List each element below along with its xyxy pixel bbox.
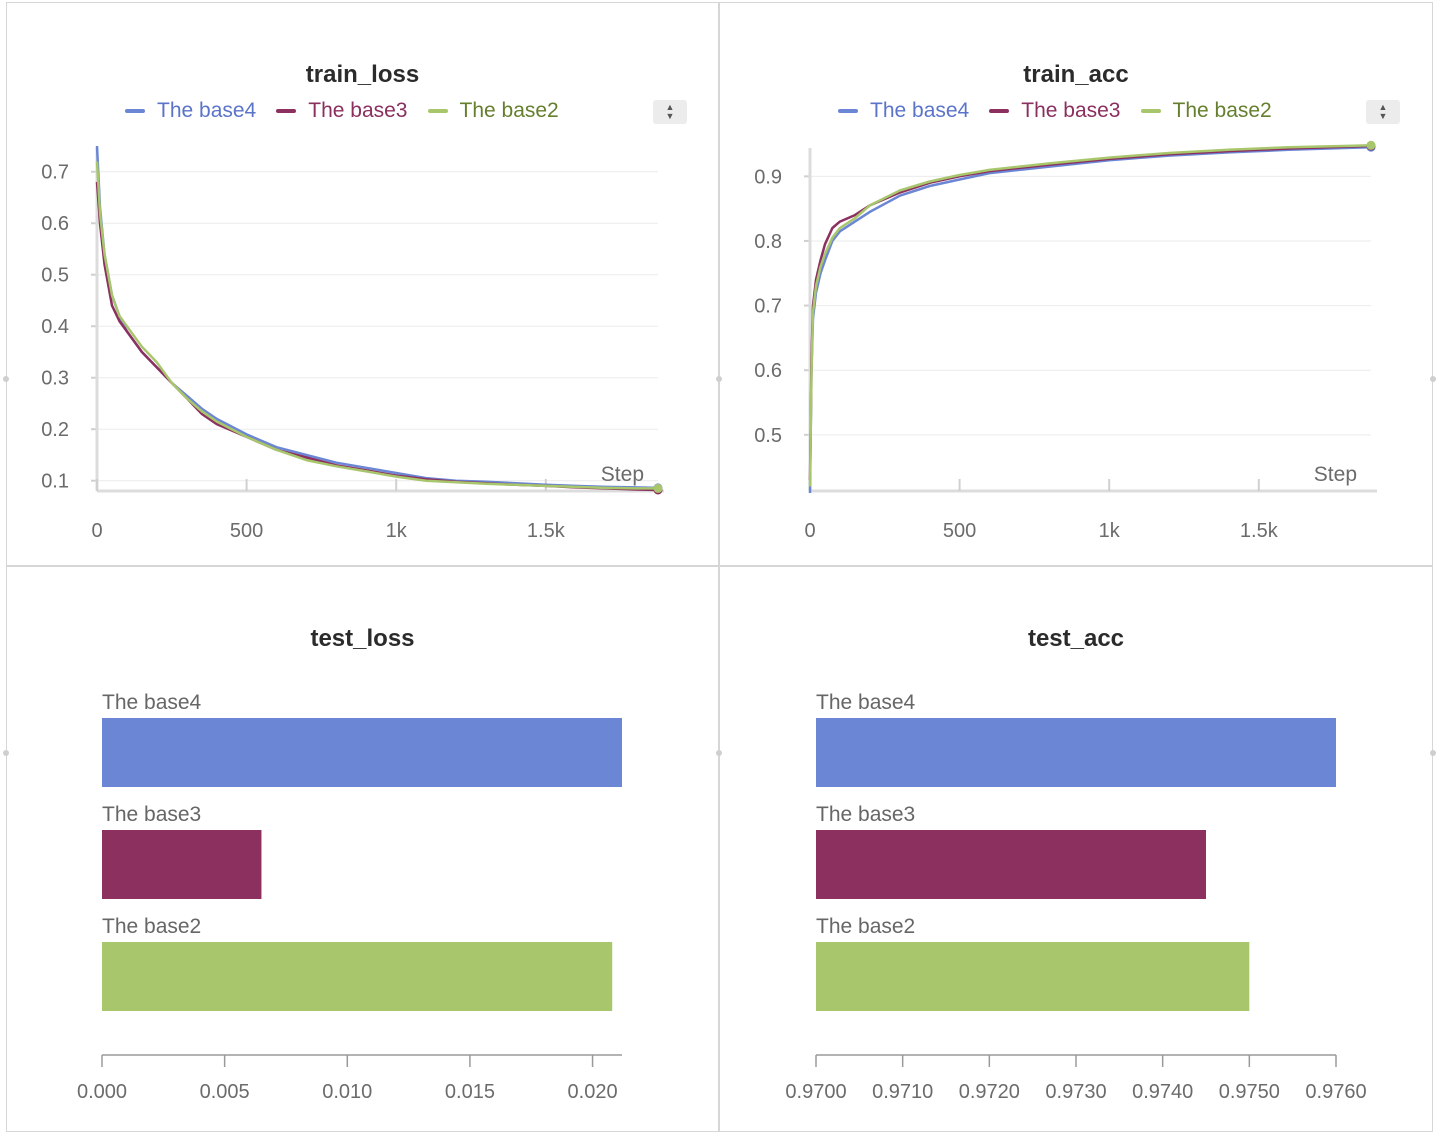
train-acc-panel: train_acc The base4 The base3 The base2 …: [719, 2, 1433, 566]
legend-swatch: [125, 109, 145, 113]
y-tick-label: 0.7: [41, 162, 69, 184]
chart-legend: The base4 The base3 The base2: [125, 99, 559, 123]
train-loss-panel: train_loss The base4 The base3 The base2…: [6, 2, 719, 566]
legend-swatch: [838, 109, 858, 113]
legend-swatch: [1140, 109, 1161, 113]
test-loss-panel: test_loss The base4 The base3 The base2 0.0…: [6, 566, 719, 1132]
x-tick-label: 0.020: [568, 1081, 618, 1103]
y-tick-label: 0.2: [41, 419, 69, 441]
bar-label: The base2: [816, 915, 915, 938]
sort-updown-icon[interactable]: ▲ ▼: [1366, 100, 1400, 124]
x-tick-label: 500: [230, 520, 263, 542]
x-tick-label: 0: [804, 520, 815, 542]
chart-title: test_acc: [1027, 625, 1125, 652]
series-line: [95, 181, 659, 492]
legend-label: The base4: [157, 99, 257, 122]
y-tick-label: 0.3: [41, 368, 69, 390]
resize-handle[interactable]: [3, 750, 9, 756]
bar: [102, 942, 613, 1011]
y-tick-label: 0.1: [41, 471, 69, 493]
y-tick-label: 0.6: [754, 360, 782, 382]
y-tick-label: 0.9: [754, 166, 782, 188]
chart-svg: 0.5 0.6 0.7 0.8 0.9 0 500 1k 1.5k Step: [754, 140, 1377, 542]
chart-svg: The base4 The base3 The base2 0.000 0.005 0.0…: [77, 691, 622, 1103]
x-tick-label: 1.5k: [1240, 520, 1279, 542]
x-tick-label: 0.010: [322, 1081, 372, 1103]
chart-title: train_acc: [1023, 61, 1129, 88]
legend-label: The base2: [1172, 99, 1272, 122]
y-tick-label: 0.7: [754, 296, 782, 318]
y-tick-label: 0.5: [41, 265, 69, 287]
legend-item-base3[interactable]: The base3: [989, 99, 1121, 123]
x-tick-label: 0: [91, 520, 102, 542]
bar: [102, 830, 262, 899]
series-line: [95, 145, 659, 490]
legend-swatch: [276, 109, 297, 113]
x-tick-label: 0.005: [200, 1081, 250, 1103]
chart-svg: The base4 The base3 The base2 0.9700 0.9710 0…: [785, 691, 1366, 1103]
bar: [816, 718, 1336, 787]
resize-handle[interactable]: [716, 750, 722, 756]
x-tick-label: 0.9700: [785, 1081, 846, 1103]
x-tick-label: 0.9760: [1305, 1081, 1366, 1103]
bar-label: The base3: [816, 803, 915, 826]
chart-svg: 0.1 0.2 0.3 0.4 0.5 0.6 0.7 0 500 1k 1.5k Step: [41, 145, 664, 542]
x-tick-label: 1.5k: [527, 520, 566, 542]
bar-label: The base4: [102, 691, 202, 714]
x-tick-label: 0.9740: [1132, 1081, 1193, 1103]
y-tick-label: 0.4: [41, 316, 69, 338]
legend-item-base3[interactable]: The base3: [276, 99, 408, 123]
y-tick-label: 0.6: [41, 213, 69, 235]
series-end-point: [1366, 140, 1376, 150]
x-axis-label: Step: [601, 463, 644, 486]
series-line: [808, 144, 1372, 487]
series-line: [95, 161, 658, 490]
legend-item-base4[interactable]: The base4: [838, 99, 969, 123]
x-tick-label: 0.9730: [1045, 1081, 1106, 1103]
resize-handle[interactable]: [1430, 376, 1436, 382]
legend-item-base4[interactable]: The base4: [125, 99, 256, 123]
series-line: [808, 144, 1372, 481]
bar-label: The base2: [102, 915, 201, 938]
resize-handle[interactable]: [716, 376, 722, 382]
legend-label: The base3: [308, 99, 408, 122]
x-tick-label: 0.9710: [872, 1081, 933, 1103]
legend-item-base2[interactable]: The base2: [1140, 99, 1272, 123]
y-tick-label: 0.5: [754, 425, 782, 447]
chart-title: train_loss: [305, 61, 420, 88]
x-tick-label: 0.000: [77, 1081, 127, 1103]
series-end-point: [653, 483, 663, 493]
legend-label: The base2: [459, 99, 559, 122]
chart-title: test_loss: [310, 625, 415, 652]
bar: [816, 830, 1206, 899]
bar-label: The base3: [102, 803, 201, 826]
legend-swatch: [989, 109, 1010, 113]
test-acc-panel: test_acc The base4 The base3 The base2 0.97…: [719, 566, 1433, 1132]
x-tick-label: 1k: [386, 520, 408, 542]
series-line: [808, 145, 1372, 494]
chart-legend: The base4 The base3 The base2: [838, 99, 1272, 123]
x-tick-label: 0.9720: [959, 1081, 1020, 1103]
sort-updown-icon[interactable]: ▲ ▼: [653, 100, 687, 124]
legend-swatch: [427, 109, 448, 113]
bar-label: The base4: [816, 691, 916, 714]
x-tick-label: 0.9750: [1219, 1081, 1280, 1103]
bar: [816, 942, 1250, 1011]
x-tick-label: 0.015: [445, 1081, 495, 1103]
y-tick-label: 0.8: [754, 231, 782, 253]
resize-handle[interactable]: [1430, 750, 1436, 756]
resize-handle[interactable]: [3, 376, 9, 382]
legend-item-base2[interactable]: The base2: [427, 99, 559, 123]
x-tick-label: 1k: [1099, 520, 1121, 542]
legend-label: The base4: [870, 99, 970, 122]
bar: [102, 718, 622, 787]
x-tick-label: 500: [943, 520, 976, 542]
x-axis-label: Step: [1314, 463, 1357, 486]
legend-label: The base3: [1021, 99, 1121, 122]
